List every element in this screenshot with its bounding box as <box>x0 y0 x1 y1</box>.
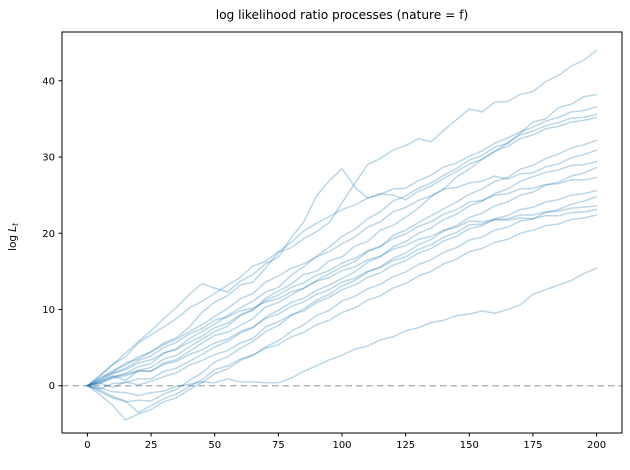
y-tick-label: 30 <box>42 153 55 164</box>
y-tick-label: 0 <box>49 381 55 392</box>
series-line-process-08 <box>86 160 598 390</box>
series-line-process-06 <box>86 139 598 387</box>
y-tick-label: 20 <box>42 229 55 240</box>
series-line-process-03 <box>86 105 598 387</box>
y-axis-label: log Lt <box>7 222 20 251</box>
x-tick-label: 100 <box>332 440 351 451</box>
x-tick-label: 0 <box>84 440 90 451</box>
series-line-process-16 <box>86 267 598 397</box>
chart-title: log likelihood ratio processes (nature =… <box>216 8 469 22</box>
series-line-process-01 <box>86 49 598 387</box>
series-layer <box>86 49 598 421</box>
series-line-process-05 <box>86 116 598 387</box>
series-line-process-15 <box>86 214 598 414</box>
series-line-process-12 <box>86 195 598 421</box>
x-tick-label: 150 <box>460 440 479 451</box>
series-line-process-04 <box>86 113 598 387</box>
series-line-process-07 <box>86 149 598 387</box>
x-tick-label: 175 <box>523 440 542 451</box>
x-tick-label: 25 <box>145 440 158 451</box>
series-line-process-14 <box>86 208 598 387</box>
x-tick-label: 125 <box>396 440 415 451</box>
axes-spines <box>61 31 623 434</box>
x-tick-label: 50 <box>208 440 221 451</box>
y-tick-label: 40 <box>42 76 55 87</box>
x-tick-label: 75 <box>272 440 285 451</box>
series-line-process-02 <box>86 93 598 387</box>
series-line-process-10 <box>86 176 598 387</box>
series-line-process-09 <box>86 166 598 403</box>
x-tick-label: 200 <box>587 440 606 451</box>
y-axis-label-sub: t <box>11 222 20 226</box>
y-axis-label-prefix: log <box>7 235 19 251</box>
series-line-process-13 <box>86 205 598 387</box>
y-axis-label-var: L <box>7 226 19 232</box>
series-line-process-11 <box>86 189 598 389</box>
y-tick-label: 10 <box>42 305 55 316</box>
axes-layer: 0 25 50 75 100 125 150 175 200 0 10 20 30 40 <box>42 31 623 451</box>
